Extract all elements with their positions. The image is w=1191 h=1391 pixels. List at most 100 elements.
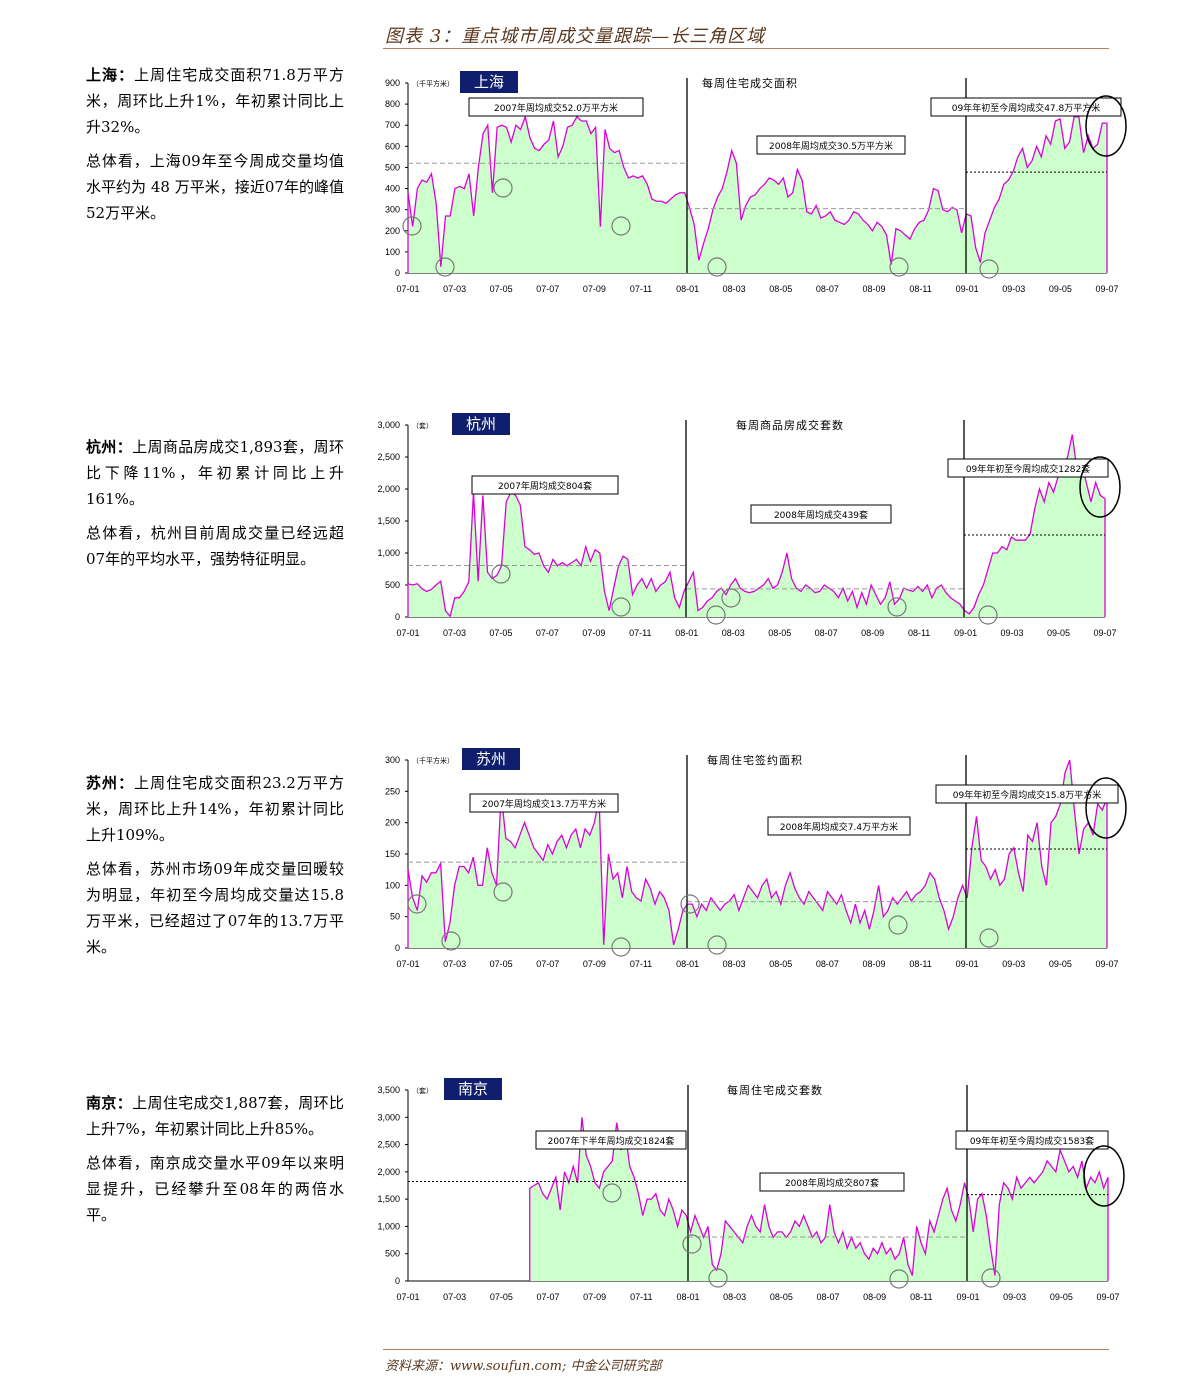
highlight-circle [441, 931, 461, 951]
x-tick-label: 08-05 [768, 628, 791, 638]
annotation-text: 2007年下半年周均成交1824套 [548, 1135, 675, 1147]
city-badge [452, 413, 510, 435]
annotation-box [767, 816, 911, 836]
x-tick-label: 08-05 [770, 1292, 793, 1302]
x-tick-label: 09-03 [1002, 284, 1025, 294]
y-tick-label: 1,000 [377, 1221, 400, 1231]
paragraph-2: 总体看，上海09年至今周成交量均值水平约为 48 万平米，接近07年的峰值52万… [86, 152, 344, 222]
x-tick-label: 08-03 [723, 284, 746, 294]
city-badge-label: 上海 [474, 73, 504, 91]
x-tick-label: 08-07 [816, 1292, 839, 1302]
y-tick-label: 3,000 [377, 420, 400, 430]
y-tick-label: 0 [395, 612, 400, 622]
x-tick-label: 08-11 [910, 1292, 932, 1302]
annotation-box [955, 1130, 1109, 1150]
y-tick-label: 600 [385, 141, 400, 151]
x-tick-label: 09-03 [1003, 1292, 1026, 1302]
text-block-nanjing: 南京：上周住宅成交1,887套，周环比上升7%，年初累计同比上升85%。 总体看… [86, 1090, 344, 1236]
x-tick-label: 09-07 [1096, 1292, 1119, 1302]
y-tick-label: 500 [385, 580, 400, 590]
x-tick-label: 09-07 [1093, 628, 1116, 638]
y-tick-label: 200 [385, 226, 400, 236]
x-tick-label: 07-09 [583, 284, 606, 294]
city-lead: 苏州： [86, 774, 135, 792]
annotation-text: 2007年周均成交804套 [498, 480, 592, 492]
x-tick-label: 09-03 [1002, 959, 1025, 969]
annotation-box [535, 1130, 687, 1150]
latest-highlight-ellipse [1085, 95, 1127, 157]
area-fill [529, 1117, 1108, 1281]
x-tick-label: 09-01 [956, 1292, 979, 1302]
city-badge [462, 748, 520, 770]
x-tick-label: 07-11 [629, 628, 651, 638]
latest-highlight-ellipse [1079, 456, 1121, 518]
x-tick-label: 08-03 [723, 1292, 746, 1302]
highlight-circle [407, 894, 427, 914]
highlight-circle [978, 605, 998, 625]
x-tick-label: 08-11 [909, 284, 931, 294]
x-tick-label: 08-09 [863, 1292, 886, 1302]
x-tick-label: 08-09 [861, 628, 884, 638]
latest-highlight-ellipse [1083, 1145, 1125, 1207]
highlight-circle [888, 915, 908, 935]
y-tick-label: 50 [390, 912, 400, 922]
x-tick-label: 08-01 [676, 959, 699, 969]
y-tick-label: 250 [385, 786, 400, 796]
highlight-circle [721, 588, 741, 608]
y-tick-label: 200 [385, 818, 400, 828]
x-tick-label: 08-07 [816, 284, 839, 294]
highlight-circle [611, 216, 631, 236]
annotation-box [471, 475, 619, 495]
y-tick-label: 0 [395, 1276, 400, 1286]
highlight-circle [680, 894, 700, 914]
highlight-circle [707, 935, 727, 955]
annotation-text: 2008年周均成交30.5万平方米 [769, 140, 893, 152]
x-tick-label: 07-03 [443, 959, 466, 969]
area-fill [408, 760, 1107, 948]
x-tick-label: 07-01 [396, 959, 419, 969]
paragraph-2: 总体看，苏州市场09年成交量回暖较为明显，年初至今周均成交量达15.8万平米，已… [86, 860, 344, 956]
x-tick-label: 07-09 [583, 959, 606, 969]
annotation-box [750, 504, 892, 524]
x-tick-label: 08-03 [723, 959, 746, 969]
text-block-suzhou: 苏州：上周住宅成交面积23.2万平方米，周环比上升14%，年初累计同比上升109… [86, 770, 344, 968]
annotation-text: 2007年周均成交13.7万平方米 [482, 798, 606, 810]
x-tick-label: 07-01 [396, 1292, 419, 1302]
x-tick-label: 07-03 [443, 1292, 466, 1302]
annotation-text: 09年年初至今周均成交47.8万平方米 [952, 102, 1101, 114]
x-tick-label: 07-11 [630, 284, 652, 294]
y-tick-label: 300 [385, 205, 400, 215]
city-lead: 杭州： [86, 438, 133, 456]
x-tick-label: 07-07 [536, 959, 559, 969]
annotation-text: 2008年周均成交7.4万平方米 [780, 821, 898, 833]
x-tick-label: 08-07 [816, 959, 839, 969]
x-tick-label: 08-05 [769, 284, 792, 294]
highlight-circle [491, 564, 511, 584]
x-tick-label: 08-09 [862, 959, 885, 969]
x-tick-label: 07-09 [583, 1292, 606, 1302]
highlight-circle [979, 259, 999, 279]
source-note: 资料来源：www.soufun.com; 中金公司研究部 [385, 1359, 662, 1374]
area-fill [408, 434, 1105, 617]
annotation-text: 2007年周均成交52.0万平方米 [494, 102, 618, 114]
x-tick-label: 07-11 [630, 1292, 652, 1302]
x-tick-label: 08-11 [909, 959, 931, 969]
x-tick-label: 09-03 [1001, 628, 1024, 638]
annotation-box [935, 784, 1119, 804]
paragraph-1: 上周住宅成交面积71.8万平方米，周环比上升1%，年初累计同比上升32%。 [86, 66, 344, 136]
annotation-box [759, 1172, 905, 1192]
city-badge [460, 71, 518, 93]
y-tick-label: 150 [385, 849, 400, 859]
figure-footer: 资料来源：www.soufun.com; 中金公司研究部 [383, 1349, 1109, 1374]
annotation-box [469, 793, 619, 813]
city-lead: 上海： [86, 66, 135, 84]
x-tick-label: 08-01 [675, 628, 698, 638]
x-tick-label: 08-11 [908, 628, 930, 638]
y-tick-label: 400 [385, 184, 400, 194]
y-tick-label: 100 [385, 880, 400, 890]
y-tick-label: 0 [395, 943, 400, 953]
annotation-box [468, 97, 644, 117]
chart-title: 每周商品房成交套数 [736, 418, 844, 432]
city-badge-label: 南京 [458, 1080, 488, 1098]
